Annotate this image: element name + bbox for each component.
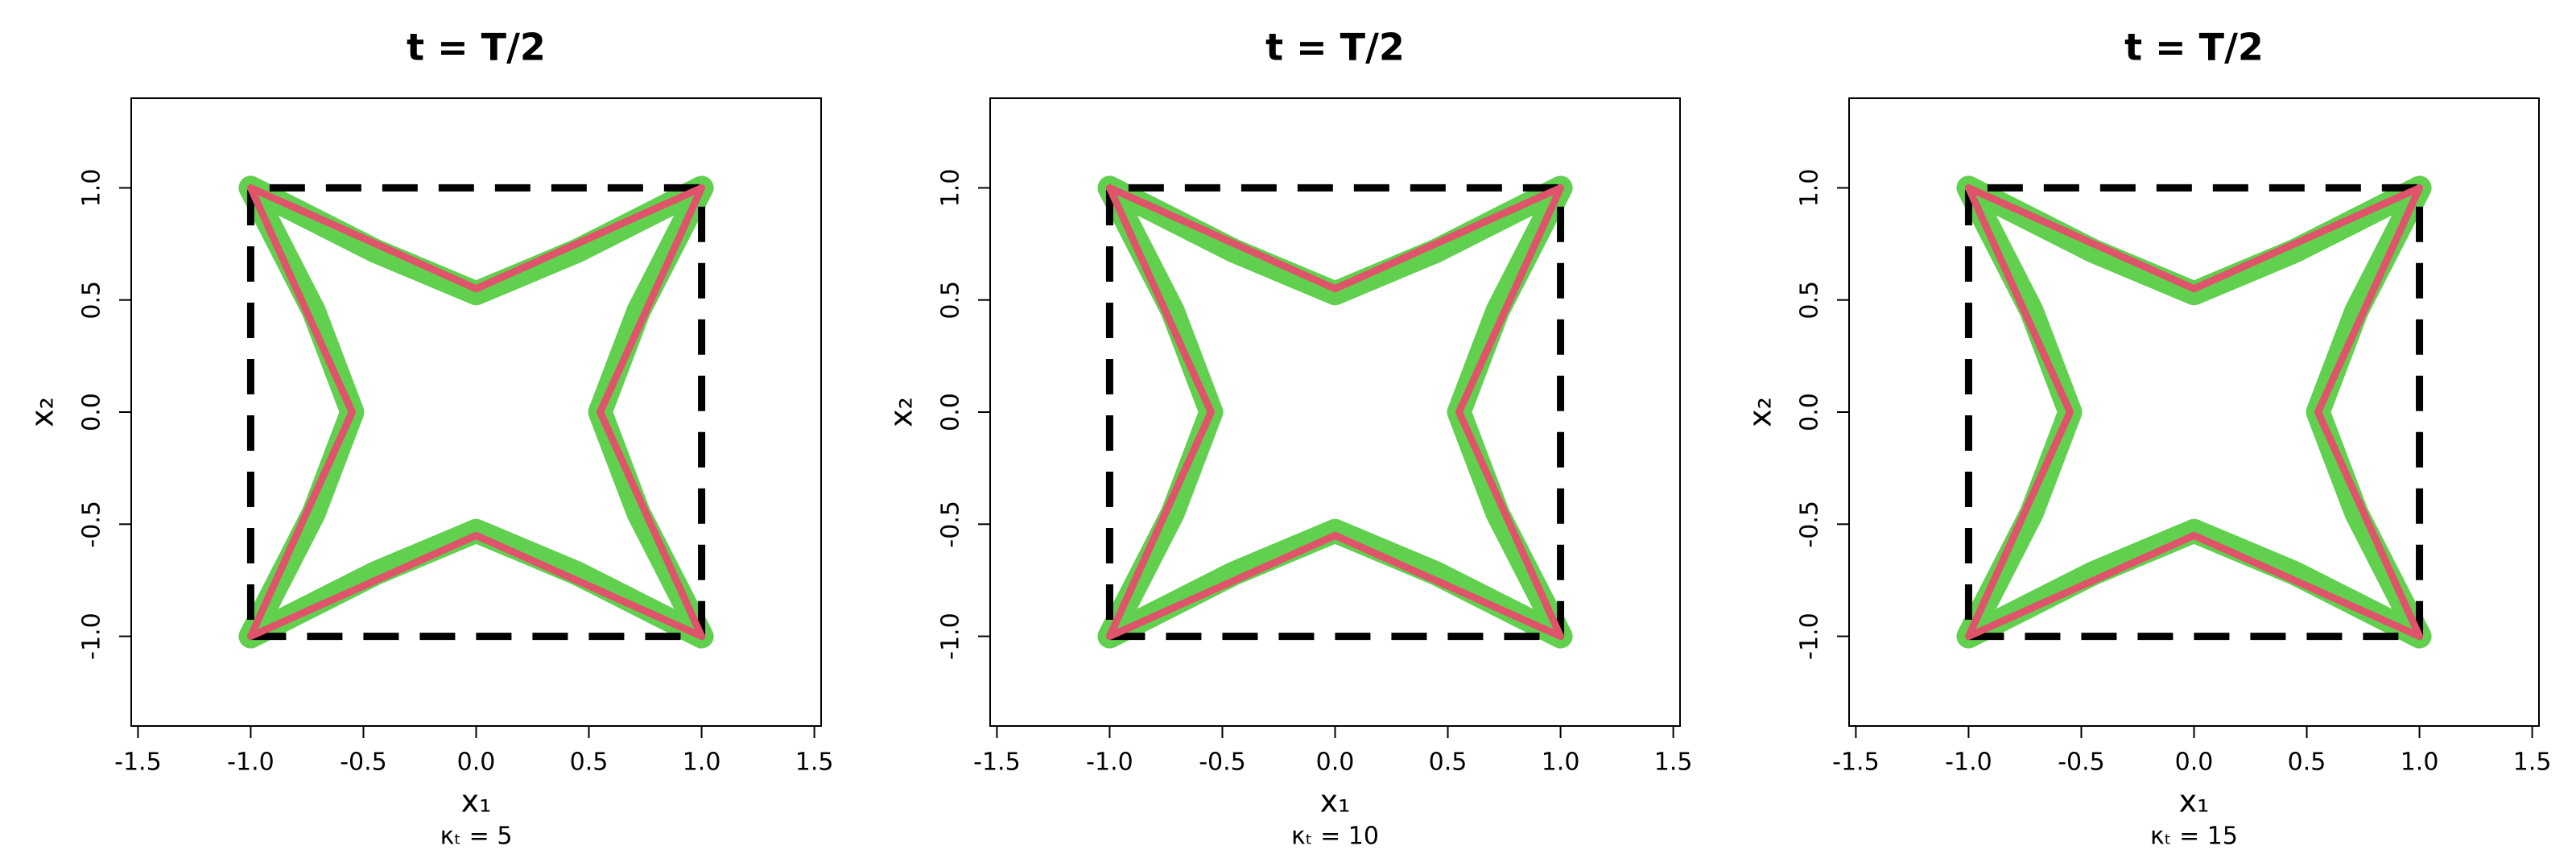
y-tick-label: 0.0 — [937, 393, 965, 431]
y-tick-label: 0.0 — [1796, 393, 1824, 431]
y-tick-label: 0.5 — [1796, 281, 1824, 320]
series-line — [1964, 184, 2424, 641]
x-tick-label: 1.0 — [2401, 749, 2439, 777]
series-line — [1105, 184, 1565, 641]
x-tick-label: -0.5 — [340, 749, 387, 777]
series-line — [1956, 175, 2432, 649]
y-tick-label: 0.5 — [937, 281, 965, 320]
x-tick-label: 0.5 — [570, 749, 609, 777]
x-tick-label: -0.5 — [1199, 749, 1246, 777]
x-tick-label: -0.5 — [2058, 749, 2105, 777]
y-tick-label: 0.0 — [78, 393, 106, 431]
x-tick-label: 0.5 — [2288, 749, 2326, 777]
subtitle: κₜ = 10 — [1291, 823, 1379, 851]
x-tick-label: 1.5 — [2513, 749, 2552, 777]
y-tick-label: -0.5 — [78, 501, 106, 548]
x-axis-label: x₁ — [461, 784, 492, 819]
y-tick-label: 1.0 — [78, 169, 106, 208]
series-line — [238, 175, 714, 649]
y-tick-label: -1.0 — [1796, 613, 1824, 660]
chart-title: t = T/2 — [2124, 26, 2264, 69]
series-line — [1964, 184, 2424, 641]
x-tick-label: -1.5 — [114, 749, 162, 777]
y-tick-label: 0.5 — [78, 281, 106, 320]
y-tick-label: -1.0 — [937, 613, 965, 660]
x-tick-label: -1.0 — [1086, 749, 1133, 777]
plot-frame — [1848, 97, 2540, 727]
chart-title: t = T/2 — [1265, 26, 1405, 69]
y-tick-label: -0.5 — [937, 501, 965, 548]
y-tick-label: 1.0 — [1796, 169, 1824, 208]
subtitle: κₜ = 15 — [2150, 823, 2238, 851]
x-tick-label: -1.0 — [227, 749, 275, 777]
plot-frame — [130, 97, 822, 727]
y-tick-label: -1.0 — [78, 613, 106, 660]
series-line — [1105, 184, 1565, 641]
x-tick-label: -1.5 — [1832, 749, 1880, 777]
x-tick-label: 1.5 — [1654, 749, 1693, 777]
series-line — [1097, 175, 1573, 649]
y-tick-label: 1.0 — [937, 169, 965, 208]
plot-frame — [989, 97, 1681, 727]
x-axis-label: x₁ — [1320, 784, 1351, 819]
x-tick-label: 0.0 — [1316, 749, 1355, 777]
x-tick-label: 0.0 — [457, 749, 496, 777]
x-tick-label: 0.5 — [1429, 749, 1468, 777]
x-tick-label: 0.0 — [2175, 749, 2214, 777]
x-tick-label: 1.0 — [1542, 749, 1580, 777]
y-axis-label: x₂ — [25, 397, 60, 427]
series-line — [246, 184, 706, 641]
x-tick-label: 1.0 — [683, 749, 721, 777]
y-axis-label: x₂ — [884, 397, 919, 427]
x-axis-label: x₁ — [2179, 784, 2210, 819]
subtitle: κₜ = 5 — [440, 823, 513, 851]
y-tick-label: -0.5 — [1796, 501, 1824, 548]
chart-title: t = T/2 — [407, 26, 546, 69]
x-tick-label: -1.0 — [1945, 749, 1992, 777]
x-tick-label: -1.5 — [973, 749, 1021, 777]
y-axis-label: x₂ — [1743, 397, 1778, 427]
x-tick-label: 1.5 — [795, 749, 834, 777]
series-line — [246, 184, 706, 641]
